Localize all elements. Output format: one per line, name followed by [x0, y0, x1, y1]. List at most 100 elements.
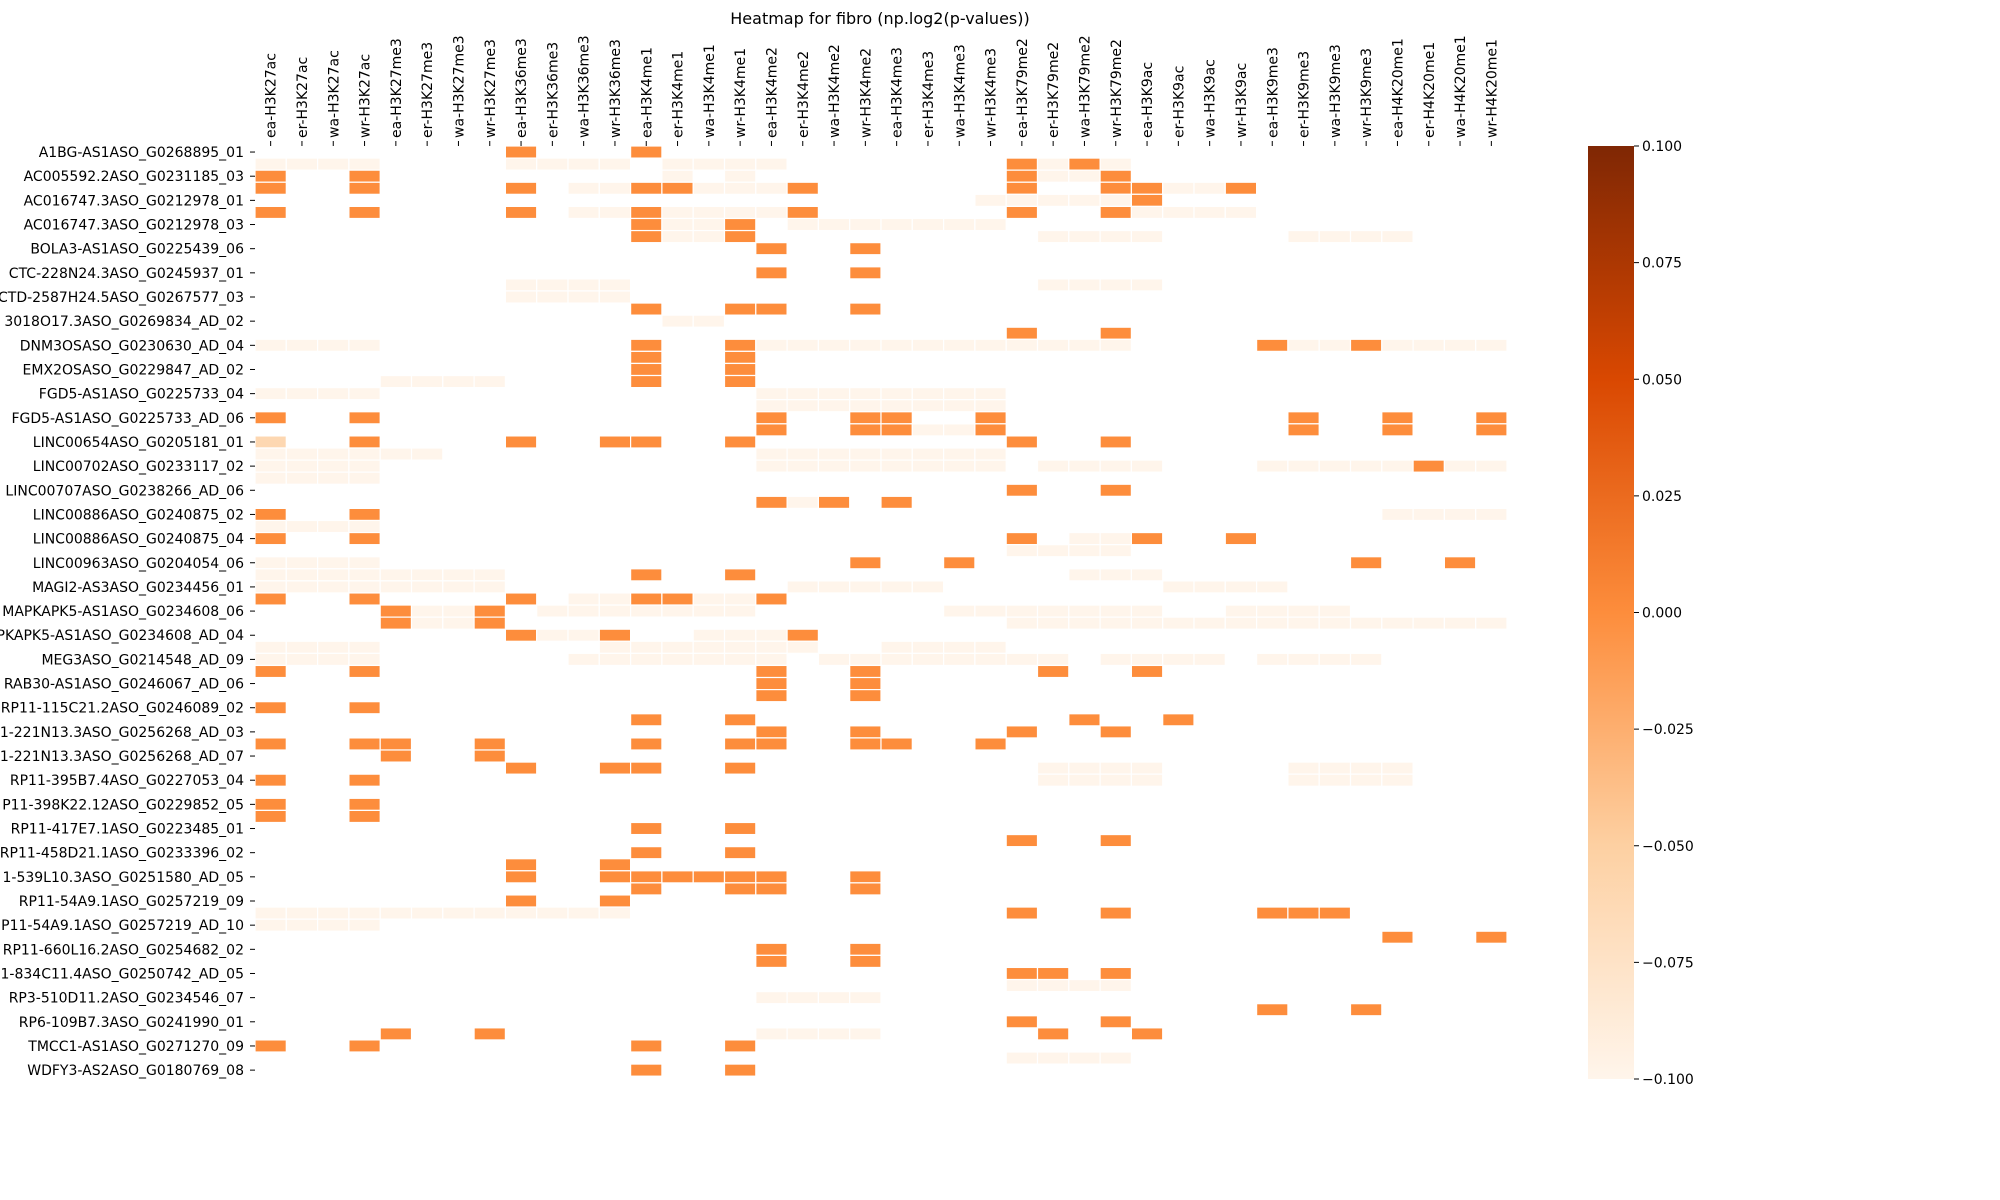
heatmap-cell [755, 181, 788, 195]
heatmap-cell [1162, 652, 1195, 667]
column-label: wr-H3K27ac [358, 54, 374, 138]
heatmap-cell [1099, 906, 1132, 920]
heatmap-cell [629, 362, 663, 377]
heatmap-cell [629, 374, 663, 389]
heatmap-cell [629, 652, 663, 667]
heatmap-cell [817, 217, 851, 232]
heatmap-cell [755, 399, 788, 413]
heatmap-cell [1099, 326, 1132, 340]
heatmap-cell [755, 628, 788, 642]
row-label: 1-221N13.3ASO_G0256268_AD_03 [0, 725, 244, 741]
heatmap-cell [1162, 181, 1195, 195]
heatmap-cell [661, 592, 694, 606]
heatmap-cell [348, 157, 381, 171]
row-label: TMCC1-AS1ASO_G0271270_09 [27, 1039, 244, 1055]
heatmap-cell [786, 399, 819, 413]
heatmap-cell [1005, 833, 1039, 848]
heatmap-cell [1287, 459, 1320, 473]
heatmap-cell [1224, 580, 1258, 594]
heatmap-cell [911, 338, 945, 352]
heatmap-cell [1349, 338, 1383, 352]
heatmap-cell [1475, 411, 1508, 425]
heatmap-cell [598, 628, 632, 642]
heatmap-cell [1224, 205, 1258, 220]
heatmap-cell [442, 568, 475, 582]
column-label: wr-H3K4me3 [984, 48, 1000, 138]
heatmap-cell [755, 338, 788, 352]
heatmap-cell [254, 411, 287, 425]
heatmap-cell [1349, 773, 1383, 787]
heatmap-cell [254, 471, 287, 485]
heatmap-cell [692, 217, 726, 232]
heatmap-cell [317, 556, 350, 570]
heatmap-cell [1068, 568, 1101, 582]
row-label: P11-54A9.1ASO_G0257219_AD_10 [1, 918, 244, 934]
heatmap-cell [285, 447, 319, 461]
heatmap-cell [1381, 930, 1414, 944]
heatmap-cell [723, 821, 757, 836]
heatmap-cell [849, 399, 882, 413]
heatmap-cell [285, 157, 319, 171]
heatmap-cell [629, 338, 663, 352]
heatmap-cell [723, 1063, 757, 1077]
heatmap-cell [849, 556, 882, 570]
heatmap-cell [410, 568, 444, 582]
heatmap-cell [254, 338, 287, 352]
heatmap-cell [567, 652, 600, 667]
heatmap-cell [1255, 616, 1289, 630]
heatmap-cell [1412, 459, 1445, 473]
heatmap-cell [254, 580, 287, 594]
row-label: RP6-109B7.3ASO_G0241990_01 [19, 1015, 244, 1031]
heatmap-cell [880, 737, 913, 751]
heatmap-cell [942, 217, 976, 232]
column-label: wr-H3K4me2 [858, 48, 874, 138]
heatmap-cell [755, 411, 788, 425]
heatmap-cell [661, 314, 694, 328]
heatmap-cell [1381, 338, 1414, 352]
heatmap-cell [817, 387, 851, 401]
heatmap-cell [317, 640, 350, 654]
heatmap-cell [348, 556, 381, 570]
heatmap-cell [755, 640, 788, 654]
heatmap-cell [317, 918, 350, 932]
heatmap-cell [1287, 229, 1320, 244]
heatmap-cell [1036, 229, 1070, 244]
heatmap-cell [410, 580, 444, 594]
heatmap-cell [1068, 459, 1101, 473]
heatmap-cell [755, 459, 788, 473]
heatmap-cell [536, 157, 569, 171]
heatmap-cell [629, 882, 663, 896]
heatmap-cell [1381, 616, 1414, 630]
heatmap-cell [504, 278, 538, 292]
heatmap-cell [1255, 1003, 1289, 1017]
heatmap-cell [348, 435, 381, 449]
heatmap-cell [504, 628, 538, 642]
heatmap-cell [1068, 978, 1101, 993]
row-label: AC016747.3ASO_G0212978_01 [24, 193, 244, 209]
heatmap-cell [254, 773, 287, 787]
heatmap-cell [755, 157, 788, 171]
heatmap-cell [1099, 833, 1132, 848]
heatmap-cell [598, 761, 632, 775]
heatmap-cell [348, 568, 381, 582]
heatmap-cell [755, 737, 788, 751]
heatmap-cell [567, 157, 600, 171]
heatmap-cell [1475, 338, 1508, 352]
heatmap-cell [348, 906, 381, 920]
heatmap-cell [1255, 338, 1289, 352]
heatmap-cell [1099, 568, 1132, 582]
heatmap-cell [817, 495, 851, 510]
heatmap-cell [536, 290, 569, 304]
heatmap-cell [880, 640, 913, 654]
heatmap-cell [849, 411, 882, 425]
heatmap-cell [348, 737, 381, 751]
heatmap-cell [598, 278, 632, 292]
heatmap-cell [1162, 205, 1195, 220]
heatmap-cell [849, 652, 882, 667]
row-label: RP11-54A9.1ASO_G0257219_09 [19, 894, 244, 910]
heatmap-cell [254, 387, 287, 401]
heatmap-cell [629, 205, 663, 220]
heatmap-cell [442, 906, 475, 920]
heatmap-cell [661, 604, 694, 618]
